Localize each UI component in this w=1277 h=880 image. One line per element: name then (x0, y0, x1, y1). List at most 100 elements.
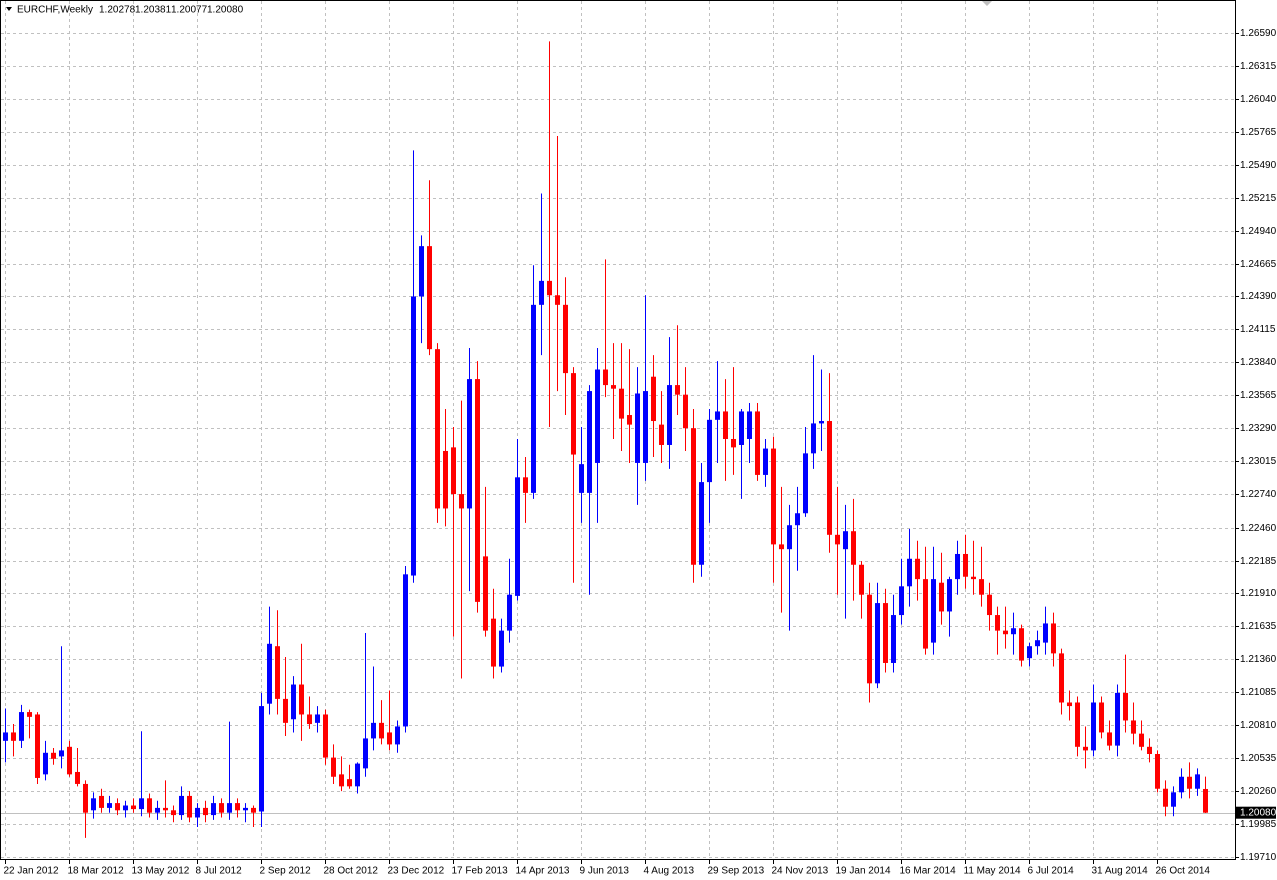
candle-body (19, 712, 24, 741)
y-tick-label: 1.22740 (1240, 489, 1277, 500)
candle-body (1075, 702, 1080, 747)
candle-body (379, 722, 384, 739)
candle-body (1155, 753, 1160, 789)
y-tick-label: 1.23840 (1240, 357, 1277, 368)
candle-body (739, 411, 744, 445)
candle-body (499, 630, 504, 667)
candle-body (707, 419, 712, 483)
candle-body (699, 482, 704, 565)
candle-body (1059, 653, 1064, 703)
candle-body (603, 369, 608, 386)
candle-body (939, 582, 944, 612)
y-tick-label: 1.21360 (1240, 654, 1277, 665)
candle-body (883, 603, 888, 663)
candle-body (3, 732, 8, 741)
candle-body (595, 369, 600, 463)
y-tick-label: 1.26315 (1240, 61, 1277, 72)
y-tick-label: 1.20535 (1240, 753, 1277, 764)
x-tick-label: 16 Mar 2014 (900, 866, 957, 877)
candle-body (627, 415, 632, 425)
y-tick-label: 1.21085 (1240, 687, 1277, 698)
y-tick-label: 1.23290 (1240, 423, 1277, 434)
candle-body (643, 391, 648, 463)
candle-body (1083, 746, 1088, 751)
candle-body (1051, 623, 1056, 654)
shift-marker (982, 1, 992, 6)
candle-body (363, 738, 368, 769)
candle-body (555, 295, 560, 305)
candle-body (1163, 788, 1168, 807)
y-tick-label: 1.26040 (1240, 94, 1277, 105)
menu-arrow (6, 7, 12, 11)
candle-body (1179, 776, 1184, 793)
candle-body (419, 246, 424, 297)
candle-body (1019, 628, 1024, 661)
candle-body (27, 712, 32, 717)
candle-body (571, 373, 576, 455)
candle-body (1011, 628, 1016, 635)
candle-body (1043, 623, 1048, 643)
candle-body (35, 714, 40, 778)
candle-body (259, 706, 264, 812)
y-tick-label: 1.19985 (1240, 819, 1277, 830)
candle-body (99, 795, 104, 808)
x-tick-label: 18 Mar 2012 (68, 866, 125, 877)
last-price-box (1236, 806, 1276, 819)
plot-frame (0, 0, 1236, 860)
candle-body (275, 646, 280, 699)
candle-body (955, 553, 960, 580)
candle-body (755, 411, 760, 475)
candle-body (1035, 640, 1040, 647)
candle-body (451, 447, 456, 495)
candle-body (1123, 692, 1128, 721)
y-tick-label: 1.24940 (1240, 226, 1277, 237)
candle-body (579, 464, 584, 493)
y-tick-label: 1.22460 (1240, 523, 1277, 534)
candle-body (795, 513, 800, 526)
candle-body (107, 803, 112, 808)
candle-body (371, 722, 376, 739)
candle-body (67, 746, 72, 775)
last-low: 1.20077 (171, 5, 208, 16)
candle-body (1131, 720, 1136, 734)
x-tick-label: 2 Sep 2012 (260, 866, 312, 877)
candle-body (819, 421, 824, 424)
candle-body (635, 393, 640, 463)
candle-body (1027, 646, 1032, 659)
candle-body (115, 803, 120, 811)
candle-body (11, 732, 16, 741)
candle-body (75, 771, 80, 784)
candle-body (427, 246, 432, 350)
y-tick-label: 1.24115 (1240, 324, 1276, 335)
candle-body (667, 385, 672, 445)
candle-body (475, 379, 480, 602)
y-tick-label: 1.26590 (1240, 28, 1277, 39)
candle-body (1091, 702, 1096, 751)
candle-body (1195, 774, 1200, 789)
candle-body (547, 280, 552, 296)
y-tick-label: 1.21635 (1240, 621, 1277, 632)
x-tick-label: 8 Jul 2012 (196, 866, 243, 877)
candle-body (307, 714, 312, 725)
candle-body (963, 553, 968, 577)
y-tick-label: 1.24665 (1240, 259, 1277, 270)
candle-body (291, 684, 296, 720)
candle-body (851, 531, 856, 565)
candle-body (163, 807, 168, 811)
candle-body (907, 558, 912, 587)
candle-body (403, 574, 408, 727)
candle-body (131, 805, 136, 810)
candle-body (347, 779, 352, 787)
candle-body (1147, 746, 1152, 754)
candle-body (155, 807, 160, 813)
chart-title: EURCHF,Weekly (17, 5, 93, 16)
candle-body (331, 757, 336, 777)
candle-body (979, 579, 984, 595)
candle-body (515, 477, 520, 596)
candle-body (611, 385, 616, 389)
candle-body (227, 803, 232, 813)
candle-body (507, 594, 512, 631)
candle-body (179, 795, 184, 816)
candle-body (51, 752, 56, 759)
candle-body (563, 304, 568, 374)
